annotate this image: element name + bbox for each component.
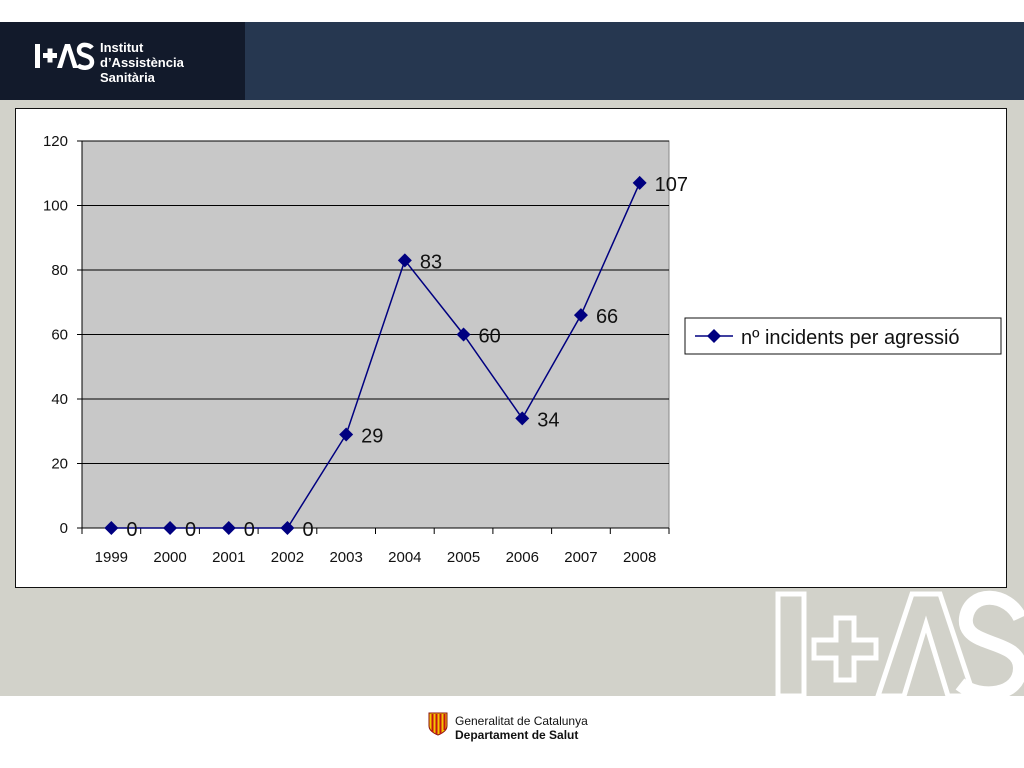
- header-logo-box: [0, 22, 245, 100]
- chart-frame: 0 20 40 60 80 100 120 1999 2000 2001 2002 2003 2004 2…: [15, 108, 1007, 588]
- series-line: [111, 182, 641, 529]
- data-point: [573, 308, 588, 323]
- data-label: 0: [126, 519, 137, 541]
- data-label: 60: [479, 326, 501, 348]
- x-tick-label: 2003: [329, 549, 362, 566]
- logo-line-3: Sanitària: [100, 70, 155, 85]
- y-tick-label: 80: [51, 262, 68, 279]
- x-tick-label: 2005: [447, 549, 480, 566]
- chart-legend: nº incidents per agressió: [684, 317, 1002, 355]
- ias-watermark-logo: [775, 590, 1024, 696]
- x-tick-label: 2007: [564, 549, 597, 566]
- x-tick-label: 2008: [623, 549, 656, 566]
- data-label: 0: [302, 519, 313, 541]
- x-tick-label: 2000: [153, 549, 186, 566]
- data-point: [221, 521, 236, 535]
- y-tick-label: 60: [51, 327, 68, 344]
- x-tick-label: 1999: [95, 549, 128, 566]
- logo-line-1: Institut: [100, 40, 144, 55]
- data-label: 29: [361, 425, 383, 447]
- x-tick-label: 2001: [212, 549, 245, 566]
- y-tick-label: 20: [51, 456, 68, 473]
- ias-logo-icon: [35, 42, 95, 70]
- footer: Generalitat de Catalunya Departament de …: [0, 696, 1024, 768]
- data-label: 107: [655, 174, 688, 196]
- data-point: [632, 175, 647, 190]
- data-point: [280, 521, 295, 535]
- data-point: [163, 521, 178, 535]
- footer-text: Generalitat de Catalunya Departament de …: [455, 714, 588, 742]
- y-tick-label: 0: [60, 520, 68, 537]
- data-label: 0: [244, 519, 255, 541]
- data-label: 83: [420, 251, 442, 273]
- data-point: [104, 521, 119, 535]
- logo-line-2: d’Assistència: [100, 55, 184, 70]
- y-tick-label: 40: [51, 391, 68, 408]
- data-label: 0: [185, 519, 196, 541]
- line-chart: 0 20 40 60 80 100 120 1999 2000 2001 2002 2003 2004 2…: [43, 133, 1002, 566]
- x-tick-label: 2002: [271, 549, 304, 566]
- data-label: 66: [596, 306, 618, 328]
- data-point: [456, 327, 471, 342]
- legend-marker-icon: [707, 329, 721, 343]
- data-label: 34: [537, 409, 559, 431]
- data-point: [339, 427, 354, 442]
- legend-entry: nº incidents per agressió: [741, 327, 960, 349]
- generalitat-emblem-icon: [428, 712, 448, 736]
- x-tick-label: 2006: [506, 549, 539, 566]
- x-tick-label: 2004: [388, 549, 421, 566]
- y-tick-label: 100: [43, 198, 68, 215]
- footer-line-1: Generalitat de Catalunya: [455, 714, 588, 728]
- data-point: [397, 253, 412, 268]
- y-tick-label: 120: [43, 133, 68, 150]
- data-point: [515, 411, 530, 426]
- institution-name: Institut d’Assistència Sanitària: [100, 40, 184, 85]
- footer-line-2: Departament de Salut: [455, 728, 579, 742]
